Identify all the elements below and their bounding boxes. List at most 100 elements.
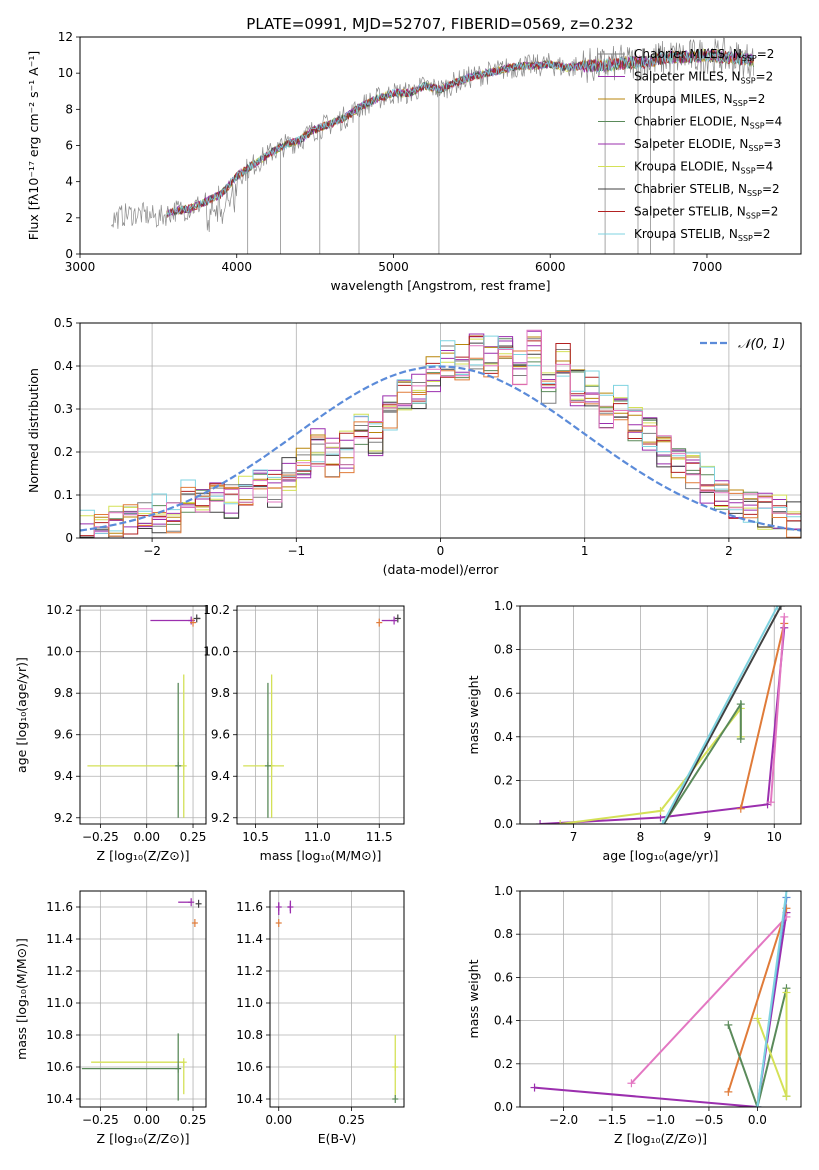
legend-entry: Salpeter ELODIE, NSSP=3: [634, 137, 781, 153]
y-tick-label: 0.6: [494, 686, 513, 700]
x-tick-label: 0.00: [265, 1113, 292, 1127]
legend-entry: 𝒩(0, 1): [738, 337, 785, 352]
legend-entry: Kroupa STELIB, NSSP=2: [634, 227, 771, 243]
legend-text: Kroupa STELIB, N: [634, 227, 738, 241]
x-axis-label: Z [log₁₀(Z/Z⊙)]: [97, 1131, 190, 1146]
panel-age-vs-mass: 10.5 11.0 11.5 9.2 9.4 9.6 9.8 10.0 10.2 mass [lo…: [203, 603, 405, 863]
y-tick-label: 11.4: [46, 932, 73, 946]
histogram-series-8: [80, 335, 801, 534]
x-tick-label: 2: [725, 544, 733, 558]
weight-series-0: [534, 912, 788, 1107]
y-tick-label: 8: [65, 102, 73, 116]
y-tick-label: 10.4: [236, 1092, 263, 1106]
y-tick-label: 6: [65, 139, 73, 153]
y-tick-label: 9.6: [211, 728, 230, 742]
x-tick-label: 6000: [535, 260, 566, 274]
legend-entry: Chabrier MILES, NSSP=2: [634, 47, 774, 63]
y-axis-label: mass weight: [466, 675, 481, 754]
x-axis-label: Z [log₁₀(Z/Z⊙)]: [614, 1131, 707, 1146]
x-tick-label: 0.25: [180, 830, 207, 844]
spectrum-lines: [111, 37, 755, 254]
x-axis-label: wavelength [Angstrom, rest frame]: [330, 278, 550, 293]
legend-suffix: =4: [756, 160, 774, 174]
y-tick-label: 10.2: [203, 603, 230, 617]
weight-lines: [530, 891, 791, 1107]
panel-mass-vs-EBV: 0.00 0.25 10.4 10.6 10.8 11.0 11.2 11.4 11.6 E(B-…: [236, 890, 405, 1146]
panel-weight-vs-Z: −2.0 −1.5 −1.0 −0.5 0.0 0.0 0.2 0.4 0.6 0.8 1.0 Z […: [466, 884, 802, 1146]
x-tick-label: 11.0: [304, 830, 331, 844]
y-tick-label: 10.8: [236, 1028, 263, 1042]
y-tick-label: 0.5: [54, 316, 73, 330]
x-tick-label: 0: [437, 544, 445, 558]
y-tick-label: 0.3: [54, 402, 73, 416]
x-tick-label: 9: [704, 830, 712, 844]
legend-suffix: =3: [763, 137, 781, 151]
legend-subscript: SSP: [742, 54, 757, 63]
axes-frame: [519, 890, 802, 1108]
y-tick-label: 10: [58, 66, 73, 80]
x-tick-label: 0.00: [133, 1113, 160, 1127]
x-tick-label: 0.25: [338, 1113, 365, 1127]
legend-text: Salpeter STELIB, N: [634, 205, 746, 219]
legend-suffix: =4: [765, 115, 783, 129]
normal-curve: [80, 365, 801, 532]
legend-suffix: =2: [757, 47, 775, 61]
y-tick-label: 10.2: [46, 603, 73, 617]
axes-frame: [79, 322, 802, 539]
scatter-points: [81, 898, 202, 1101]
y-tick-label: 9.4: [211, 769, 230, 783]
y-tick-label: 11.2: [236, 964, 263, 978]
y-tick-label: 0.2: [494, 773, 513, 787]
legend-suffix: =2: [753, 227, 771, 241]
legend-suffix: =2: [762, 182, 780, 196]
x-tick-label: 0.25: [180, 1113, 207, 1127]
y-axis-label: Normed distribution: [26, 368, 41, 493]
x-tick-label: 7000: [692, 260, 723, 274]
legend-suffix: =2: [756, 70, 774, 84]
legend-text: Kroupa MILES, N: [634, 92, 733, 106]
weight-series-4: [662, 606, 782, 824]
y-tick-label: 2: [65, 211, 73, 225]
y-tick-label: 0: [65, 247, 73, 261]
legend-text: Kroupa ELODIE, N: [634, 160, 741, 174]
y-axis-label: mass [log₁₀(M/M⊙)]: [14, 938, 29, 1060]
scatter-points: [243, 614, 401, 818]
y-tick-label: 0.4: [494, 1014, 513, 1028]
y-tick-label: 10.8: [46, 1028, 73, 1042]
weight-lines: [536, 606, 789, 824]
x-tick-label: 4000: [221, 260, 252, 274]
y-tick-label: 0.4: [54, 359, 73, 373]
axes-frame: [79, 36, 802, 255]
legend-entry: Kroupa MILES, NSSP=2: [634, 92, 765, 108]
x-tick-label: −1.0: [646, 1113, 675, 1127]
y-tick-label: 0.2: [54, 445, 73, 459]
y-tick-label: 1.0: [494, 599, 513, 613]
y-tick-label: 1.0: [494, 884, 513, 898]
x-tick-label: 7: [570, 830, 578, 844]
legend-subscript: SSP: [741, 77, 756, 86]
y-tick-label: 10.0: [46, 645, 73, 659]
x-tick-label: 0.00: [133, 830, 160, 844]
x-axis-label: (data-model)/error: [383, 562, 500, 577]
legend-entry: Chabrier STELIB, NSSP=2: [634, 182, 780, 198]
legend-text: Salpeter ELODIE, N: [634, 137, 748, 151]
histograms: [80, 329, 801, 538]
legend-subscript: SSP: [750, 122, 765, 131]
axes-frame: [269, 890, 405, 1108]
legend-subscript: SSP: [746, 212, 761, 221]
x-axis-label: age [log₁₀(age/yr)]: [603, 848, 719, 863]
x-tick-label: 5000: [378, 260, 409, 274]
legend-suffix: =2: [761, 205, 779, 219]
axes-frame: [79, 890, 207, 1108]
weight-series-3: [662, 700, 742, 824]
legend-subscript: SSP: [741, 167, 756, 176]
y-tick-label: 4: [65, 175, 73, 189]
y-tick-label: 0: [65, 531, 73, 545]
y-tick-label: 11.4: [236, 932, 263, 946]
legend-entry: Chabrier ELODIE, NSSP=4: [634, 115, 782, 131]
axes-frame: [236, 605, 405, 825]
panel-weight-vs-age: 7 8 9 10 0.0 0.2 0.4 0.6 0.8 1.0 age [log₁₀(age/yr…: [466, 599, 802, 863]
y-tick-label: 11.0: [236, 996, 263, 1010]
